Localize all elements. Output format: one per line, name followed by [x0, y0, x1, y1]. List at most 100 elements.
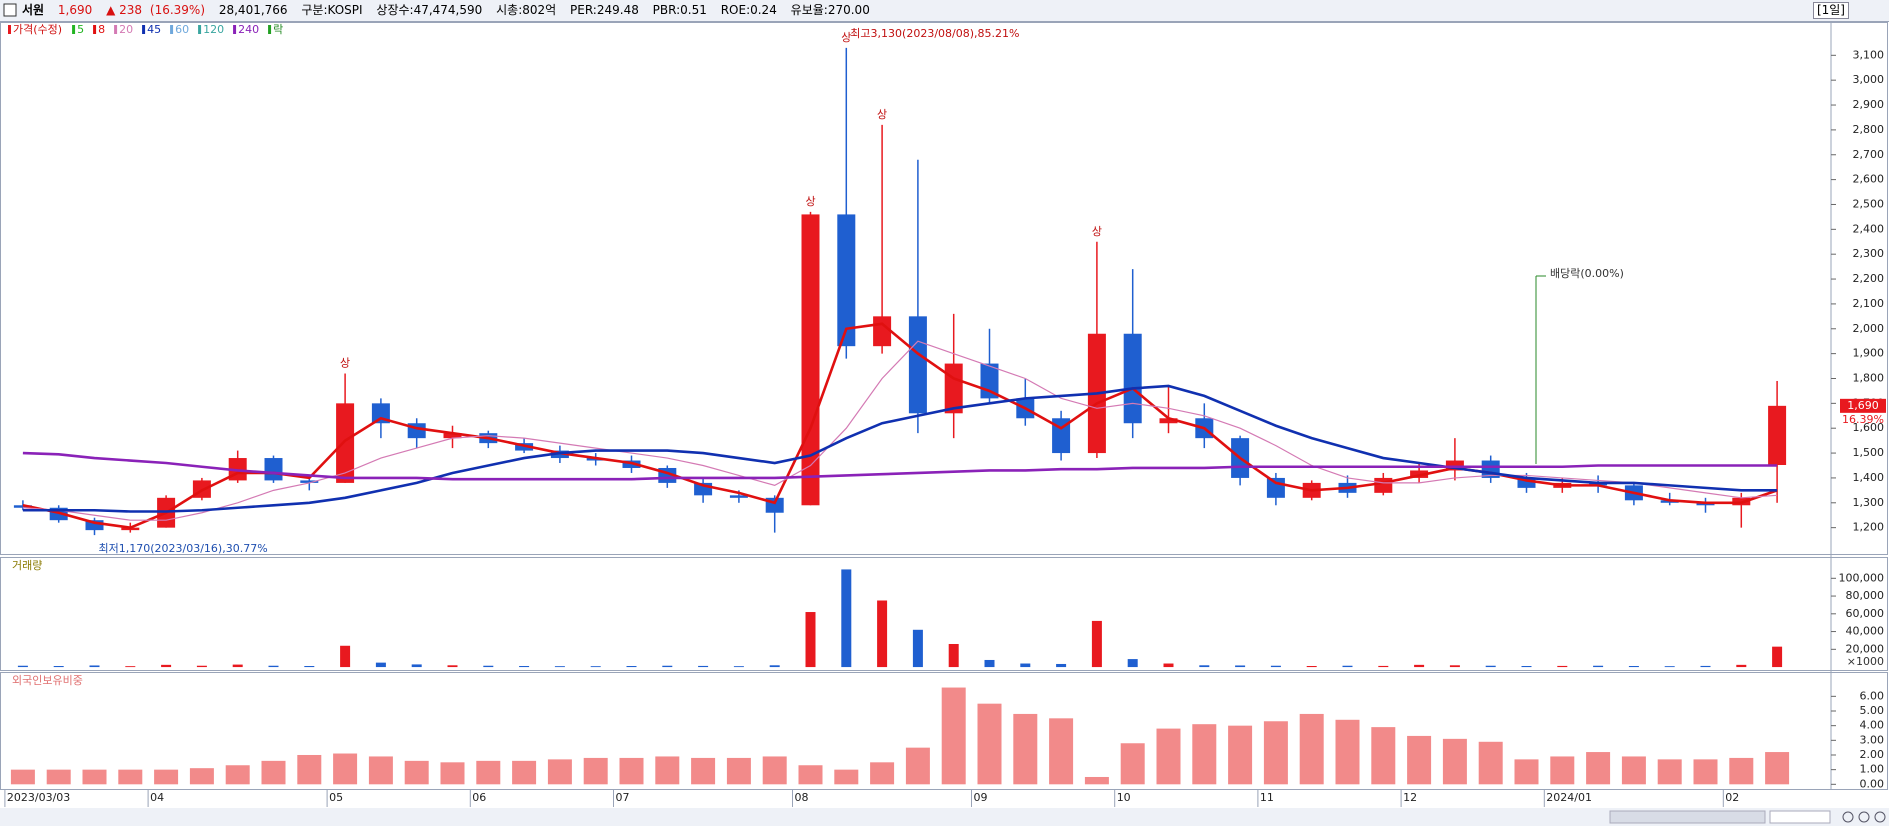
period-button[interactable]: [1일]	[1812, 2, 1849, 19]
foreign-bar	[1192, 724, 1217, 785]
foreign-bar	[46, 769, 71, 785]
candle-body	[336, 403, 355, 483]
moving-average	[22, 451, 1778, 481]
y-tick-label: 40,000	[1846, 625, 1885, 638]
zoom-in[interactable]	[1858, 811, 1870, 823]
foreign-bar	[1228, 725, 1253, 785]
low-note: 최저1,170(2023/03/16),30.77%	[99, 542, 268, 555]
panel-title: 외국인보유비중	[12, 674, 83, 687]
foreign-bar	[583, 757, 608, 785]
y-tick-label: 1,800	[1853, 371, 1885, 384]
scroll-thumb[interactable]	[1609, 810, 1766, 824]
change-pct: (16.39%)	[149, 3, 206, 17]
volume-bar	[1163, 663, 1174, 668]
candle-body	[1768, 405, 1787, 466]
volume-bar	[662, 665, 673, 668]
volume-bar	[161, 664, 172, 668]
foreign-bar	[547, 759, 572, 785]
volume-bar	[841, 569, 852, 668]
legend-item: 60	[175, 23, 189, 36]
y-tick-label: 2,000	[1853, 322, 1885, 335]
legend-item: 5	[77, 23, 84, 36]
x-tick-label: 05	[329, 791, 343, 804]
foreign-bar	[726, 757, 751, 785]
volume-bar	[1485, 665, 1496, 668]
foreign-bar	[1586, 752, 1611, 785]
limit-up-mark: 상	[805, 195, 815, 208]
x-tick-label: 10	[1117, 791, 1131, 804]
y-tick-label: 2,200	[1853, 272, 1885, 285]
x-tick-label: 04	[150, 791, 164, 804]
legend-item: 120	[203, 23, 224, 36]
volume-bar	[1342, 665, 1353, 668]
volume-bar	[590, 666, 601, 668]
candle-body	[1266, 477, 1285, 498]
volume-bar	[268, 665, 279, 668]
candle-body	[729, 495, 748, 498]
zoom-out[interactable]	[1842, 811, 1854, 823]
y-tick-label: 0.00	[1860, 777, 1885, 790]
foreign-bar	[1120, 743, 1145, 785]
moving-average	[22, 340, 1778, 521]
volume-bar	[1772, 646, 1783, 668]
checkbox[interactable]	[3, 3, 17, 17]
limit-up-mark: 상	[877, 108, 887, 121]
candle-body	[300, 480, 319, 483]
volume-bar	[733, 666, 744, 668]
volume-panel	[0, 557, 1888, 671]
roe: ROE:0.24	[720, 3, 777, 17]
foreign-bar	[1442, 738, 1467, 785]
y-tick-label: 1,400	[1853, 471, 1885, 484]
header-bar: 서원 1,690 ▲ 238 (16.39%) 28,401,766 구분:KO…	[0, 0, 1889, 22]
volume-bar	[375, 662, 386, 668]
pbr: PBR:0.51	[652, 3, 707, 17]
zoom-slider[interactable]	[1769, 810, 1831, 824]
candle-body	[837, 214, 856, 347]
y-tick-label: 2,800	[1853, 123, 1885, 136]
y-tick-label: 2,400	[1853, 222, 1885, 235]
y-tick-label: 4.00	[1860, 719, 1885, 732]
volume-bar	[17, 665, 28, 668]
price-panel	[0, 22, 1888, 555]
foreign-bar	[1657, 759, 1682, 785]
y-tick-label: 2,500	[1853, 197, 1885, 210]
foreign-bar	[476, 760, 501, 785]
volume-bar	[698, 665, 709, 668]
volume-bar	[340, 645, 351, 668]
volume-bar	[1414, 664, 1425, 668]
foreign-bar	[1550, 756, 1575, 785]
scrollbar	[0, 808, 1889, 826]
foreign-bar	[1013, 713, 1038, 785]
volume-bar	[1593, 665, 1604, 668]
legend-swatch	[268, 25, 272, 34]
foreign-panel	[0, 672, 1888, 790]
foreign-bar	[440, 762, 465, 785]
last-price: 1,690	[1847, 399, 1879, 412]
shares: 상장수:47,474,590	[376, 3, 483, 17]
volume-bar	[519, 666, 530, 668]
volume-bar	[1270, 665, 1281, 668]
legend-swatch	[72, 25, 76, 34]
zoom-reset[interactable]	[1874, 811, 1886, 823]
volume-bar	[1127, 659, 1138, 668]
volume-bar	[1557, 665, 1568, 668]
foreign-bar	[1621, 756, 1646, 785]
y-tick-label: 1.00	[1860, 763, 1885, 776]
legend-item: 240	[238, 23, 259, 36]
foreign-bar	[1371, 727, 1396, 785]
legend-swatch	[114, 25, 118, 34]
volume-bar	[1306, 666, 1317, 668]
market-cap: 시총:802억	[496, 3, 557, 17]
volume-bar	[1736, 664, 1747, 668]
volume-bar	[948, 643, 959, 668]
y-tick-label: 2,300	[1853, 247, 1885, 260]
legend-swatch	[142, 25, 146, 34]
y-tick-label: 80,000	[1846, 589, 1885, 602]
y-tick-label: 6.00	[1860, 689, 1885, 702]
per: PER:249.48	[570, 3, 639, 17]
foreign-bar	[619, 757, 644, 785]
legend-item: 8	[98, 23, 105, 36]
limit-up-mark: 상	[340, 357, 350, 370]
x-tick-label: 02	[1725, 791, 1739, 804]
